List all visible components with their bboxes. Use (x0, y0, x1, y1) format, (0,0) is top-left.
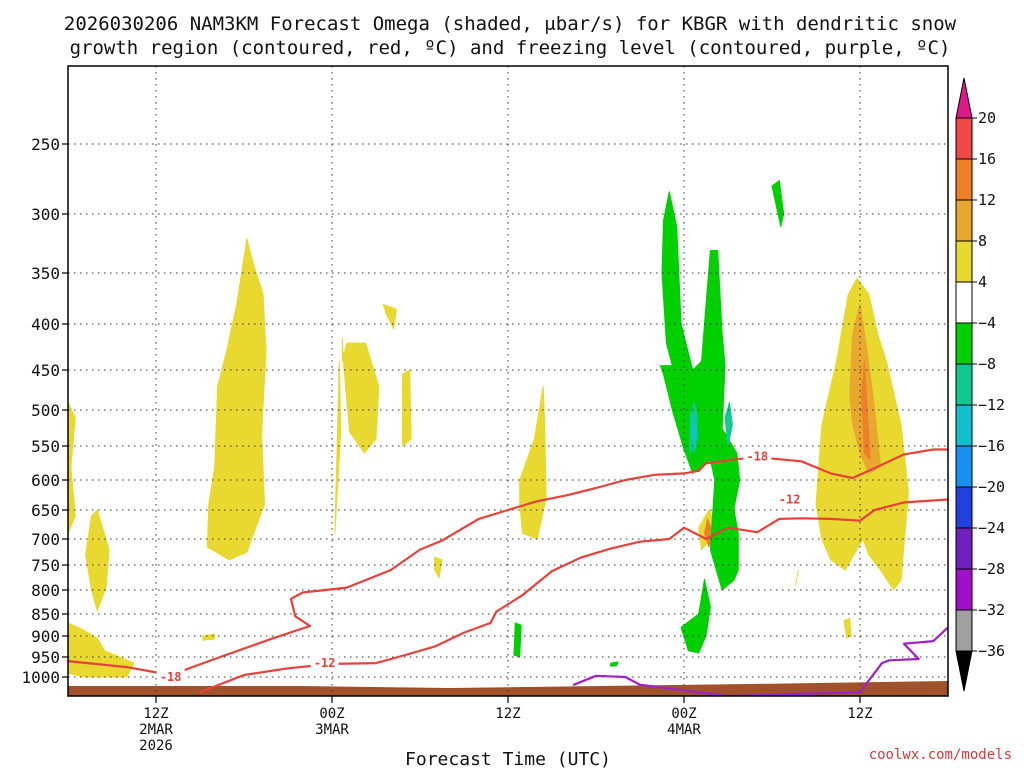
omega-area (85, 509, 110, 612)
omega-area (401, 369, 412, 447)
contour-label: -18 (160, 670, 182, 684)
omega-area (724, 401, 733, 447)
colorbar-bin (955, 199, 973, 242)
omega-area (692, 413, 698, 454)
colorbar-bin (955, 445, 973, 488)
credit-text: coolwx.com/models (869, 747, 1012, 763)
contour-label: -18 (746, 450, 768, 464)
omega-area (771, 180, 785, 228)
contour-layer (68, 448, 948, 696)
x-tick-label: 12Z (143, 706, 168, 722)
x-tick-label: 4MAR (667, 722, 701, 738)
colorbar-label: −28 (978, 560, 1005, 578)
colorbar: 20 16 12 8 4 −4 −8 −12 −16 −20 −24 −28 −32 −36 (955, 77, 1005, 692)
colorbar-bin (955, 527, 973, 570)
colorbar-label: 20 (978, 109, 996, 127)
y-tick-label: 950 (31, 648, 60, 667)
colorbar-bin (955, 158, 973, 201)
y-tick-label: 500 (31, 401, 60, 420)
colorbar-label: −32 (978, 601, 1005, 619)
colorbar-label: −20 (978, 478, 1005, 496)
colorbar-bin (955, 117, 973, 160)
omega-area (206, 238, 267, 561)
isotherm-minus18-line (68, 448, 948, 677)
omega-area (795, 569, 799, 586)
omega-area (202, 633, 216, 641)
ground-surface (68, 681, 948, 696)
x-axis-label: Forecast Time (UTC) (405, 749, 611, 768)
colorbar-label: −12 (978, 396, 1005, 414)
y-tick-label: 700 (31, 530, 60, 549)
colorbar-label: −16 (978, 437, 1005, 455)
omega-area (519, 386, 547, 540)
colorbar-bin (955, 322, 973, 365)
colorbar-bin (955, 281, 973, 324)
contour-label-bg (310, 655, 339, 670)
x-tick-label: 00Z (671, 706, 696, 722)
y-tick-label: 750 (31, 556, 60, 575)
omega-area (68, 622, 135, 678)
x-tick-label: 2MAR (139, 722, 173, 738)
colorbar-bin (955, 240, 973, 283)
contour-label-bg (743, 448, 772, 463)
omega-area (843, 618, 852, 639)
colorbar-label: −4 (978, 314, 996, 332)
y-tick-label: 850 (31, 605, 60, 624)
omega-area (861, 360, 871, 461)
x-tick-label: 12Z (495, 706, 520, 722)
colorbar-label: −36 (978, 642, 1005, 660)
colorbar-label: −24 (978, 519, 1005, 537)
omega-area (680, 578, 711, 654)
colorbar-label: 4 (978, 273, 987, 291)
x-tick-label: 00Z (319, 706, 344, 722)
y-tick-label: 450 (31, 361, 60, 380)
y-tick-label: 600 (31, 471, 60, 490)
y-tick-label: 1000 (21, 668, 60, 687)
x-tick-label: 3MAR (315, 722, 349, 738)
colorbar-label: 16 (978, 150, 996, 168)
colorbar-bin (955, 404, 973, 447)
y-tick-label: 650 (31, 501, 60, 520)
chart-title-line2: growth region (contoured, red, ºC) and f… (70, 37, 951, 59)
colorbar-bottom-arrow (955, 650, 973, 692)
y-tick-label: 400 (31, 315, 60, 334)
colorbar-bin (955, 363, 973, 406)
isotherm-minus12-line (198, 498, 948, 694)
y-axis-ticks: 250 300 350 400 450 500 550 600 650 700 750 800 850 9… (21, 135, 68, 687)
ground-layer (68, 681, 948, 696)
grid-layer (68, 66, 948, 696)
chart-title-line1: 2026030206 NAM3KM Forecast Omega (shaded… (64, 13, 957, 35)
omega-area (334, 360, 342, 534)
colorbar-bin (955, 568, 973, 611)
y-tick-label: 300 (31, 205, 60, 224)
x-tick-label: 2026 (139, 738, 173, 754)
omega-area (68, 401, 76, 534)
omega-area (382, 303, 397, 330)
omega-shading-layer (68, 180, 909, 678)
omega-area (513, 622, 522, 658)
omega-area (434, 556, 443, 579)
omega-area (610, 661, 619, 667)
y-tick-label: 800 (31, 581, 60, 600)
contour-label-bg (775, 491, 804, 506)
omega-area (341, 337, 380, 454)
y-tick-label: 250 (31, 135, 60, 154)
contour-label: -12 (779, 492, 801, 506)
y-tick-label: 900 (31, 627, 60, 646)
y-tick-label: 550 (31, 437, 60, 456)
contour-label-layer: -18 -12 -18 -12 (156, 448, 804, 684)
colorbar-label: 8 (978, 232, 987, 250)
colorbar-label: −8 (978, 355, 996, 373)
colorbar-label: 12 (978, 191, 996, 209)
colorbar-top-arrow (955, 77, 973, 119)
freezing-level-line (572, 626, 948, 696)
contour-label: -12 (314, 656, 336, 670)
contour-label-bg (156, 669, 185, 683)
colorbar-bin (955, 486, 973, 529)
colorbar-bin (955, 609, 973, 652)
x-tick-label: 12Z (847, 706, 872, 722)
y-tick-label: 350 (31, 264, 60, 283)
